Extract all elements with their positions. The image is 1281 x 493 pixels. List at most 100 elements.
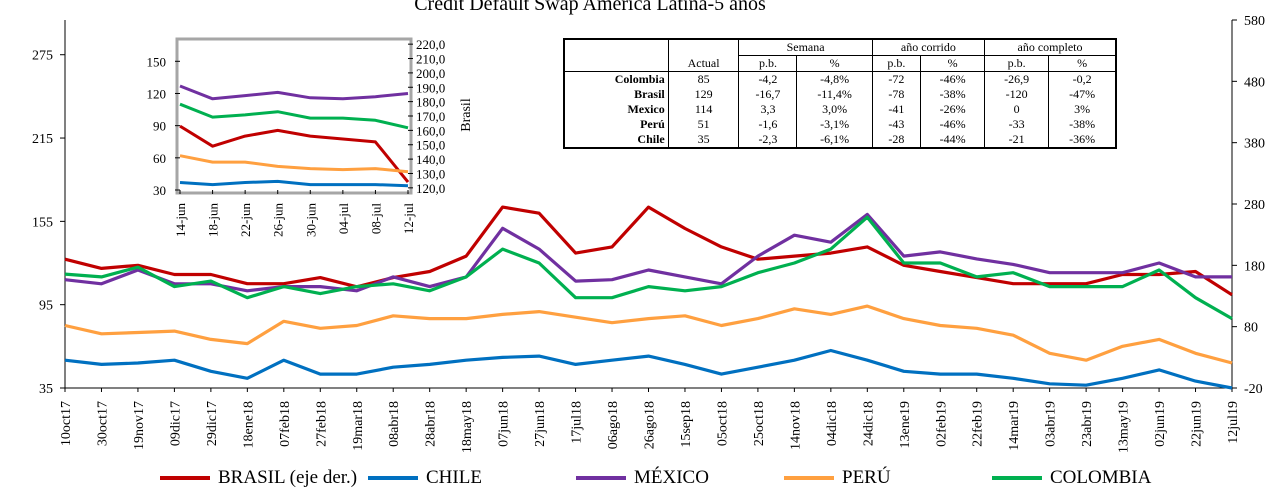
cell: -4,8%	[796, 71, 873, 87]
cell: -1,6	[738, 117, 798, 132]
x-tick-label: 15sep18	[679, 401, 694, 448]
series-line	[179, 179, 409, 188]
x-tick-label: 07feb18	[278, 401, 293, 447]
x-tick-label: 02feb19	[934, 401, 949, 447]
x-tick-label: 10oct17	[59, 401, 74, 446]
y2-tick-label: 220,0	[416, 37, 445, 52]
cell: -6,1%	[796, 132, 873, 148]
x-tick-label: 23abr19	[1080, 401, 1095, 447]
series-line	[64, 205, 1233, 297]
chart-title: Credit Default Swap América Latina-5 año…	[414, 0, 766, 15]
cell: -2,3	[738, 132, 798, 148]
column-header: Actual	[667, 55, 740, 72]
cell: -4,2	[738, 71, 798, 87]
cell: -11,4%	[796, 87, 873, 102]
x-tick-label: 19nov17	[132, 401, 147, 450]
series-line	[179, 154, 409, 174]
series-line	[179, 124, 410, 184]
x-tick-label: 12-jul	[401, 203, 416, 234]
y2-axis-label: Brasil	[459, 98, 474, 132]
cell: -44%	[920, 132, 986, 148]
row-name: Brasil	[563, 87, 669, 102]
header-cell	[563, 55, 669, 72]
column-header: p.b.	[871, 55, 922, 72]
table-row: Chile 35 -2,3 -6,1% -28 -44% -21 -36%	[563, 132, 1117, 148]
header-cell	[563, 39, 669, 56]
column-header: %	[1048, 55, 1117, 72]
y2-tick-label: 170,0	[416, 109, 445, 124]
x-tick-label: 08-jul	[368, 203, 383, 234]
y2-tick-label: 380	[1244, 137, 1265, 152]
x-tick-label: 27feb18	[314, 401, 329, 447]
y2-tick-label: 580	[1244, 14, 1265, 29]
cell: -28	[871, 132, 922, 148]
y-tick-label: 35	[39, 382, 53, 397]
x-tick-label: 13may19	[1117, 401, 1132, 453]
legend-label: MÉXICO	[634, 466, 709, 488]
group-header: Semana	[738, 39, 873, 56]
cell: -0,2	[1048, 71, 1117, 87]
x-tick-label: 14nov18	[788, 401, 803, 450]
x-tick-label: 09dic17	[168, 401, 183, 446]
series-line	[64, 212, 1232, 293]
x-tick-label: 18ene18	[241, 401, 256, 448]
table-row: Colombia 85 -4,2 -4,8% -72 -46% -26,9 -0,2	[563, 71, 1117, 87]
y-tick-label: 95	[39, 299, 53, 314]
row-name: Mexico	[563, 102, 669, 117]
cell: -43	[871, 117, 922, 132]
y-tick-label: 120	[147, 86, 167, 101]
x-tick-label: 08abr18	[387, 401, 402, 447]
row-name: Colombia	[563, 71, 669, 87]
table-row: Brasil 129 -16,7 -11,4% -78 -38% -120 -47%	[563, 87, 1117, 102]
x-tick-label: 13ene19	[898, 401, 913, 448]
y2-tick-label: 180	[1244, 259, 1265, 274]
column-header: p.b.	[984, 55, 1050, 72]
x-tick-label: 22-jun	[238, 203, 253, 237]
y2-tick-label: 160,0	[416, 123, 445, 138]
y2-tick-label: 210,0	[416, 52, 445, 67]
y2-tick-label: 480	[1244, 75, 1265, 90]
y2-tick-label: 190,0	[416, 80, 445, 95]
y-tick-label: 30	[153, 183, 166, 198]
cell: -38%	[920, 87, 986, 102]
series-line	[64, 304, 1233, 365]
y2-tick-label: 200,0	[416, 66, 445, 81]
header-row: Semana año corrido año completo	[563, 39, 1117, 56]
x-tick-label: 05oct18	[715, 401, 730, 446]
y2-tick-label: 140,0	[416, 152, 445, 167]
cell: -3,1%	[796, 117, 873, 132]
x-tick-label: 18-jun	[206, 203, 221, 237]
y2-tick-label: 130,0	[416, 166, 445, 181]
group-header: año completo	[984, 39, 1117, 56]
y2-tick-label: 150,0	[416, 138, 445, 153]
row-name: Chile	[563, 132, 669, 148]
cell: 35	[667, 132, 740, 148]
table-row: Mexico 114 3,3 3,0% -41 -26% 0 3%	[563, 102, 1117, 117]
x-tick-label: 28abr18	[424, 401, 439, 447]
x-tick-label: 26-jun	[271, 203, 286, 237]
y2-tick-label: 180,0	[416, 95, 445, 110]
cell: -47%	[1048, 87, 1117, 102]
x-tick-label: 26ago18	[643, 401, 658, 449]
cell: -26%	[920, 102, 986, 117]
x-tick-label: 07jun18	[497, 401, 512, 447]
y-tick-label: 155	[32, 215, 53, 230]
y2-tick-label: 80	[1244, 321, 1258, 336]
x-tick-label: 04-jul	[336, 203, 351, 234]
x-tick-label: 12jul19	[1226, 401, 1241, 444]
row-name: Perú	[563, 117, 669, 132]
header-row: Actual p.b.% p.b.% p.b.%	[563, 55, 1117, 72]
table-row: Perú 51 -1,6 -3,1% -43 -46% -33 -38%	[563, 117, 1117, 132]
y2-tick-label: 120,0	[416, 181, 445, 196]
series-line	[64, 215, 1233, 320]
cell: -16,7	[738, 87, 798, 102]
cell: -38%	[1048, 117, 1117, 132]
cell: -72	[871, 71, 922, 87]
cell: -21	[984, 132, 1050, 148]
x-tick-label: 17jul18	[570, 401, 585, 444]
column-header: %	[920, 55, 986, 72]
column-header: %	[796, 55, 873, 72]
y-tick-label: 60	[153, 151, 166, 166]
series-line	[64, 348, 1233, 390]
